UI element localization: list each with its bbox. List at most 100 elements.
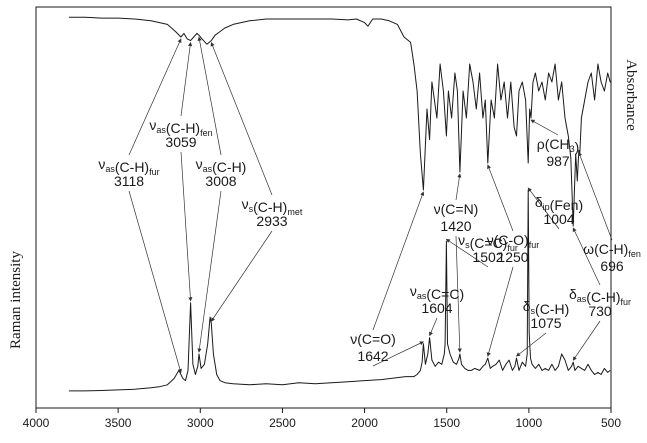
label-subscript: s: [531, 306, 536, 316]
annotation-labels: νas(C-H)fen3059νas(C-H)fur3118νas(C-H)30…: [98, 117, 640, 364]
label-text: (C-H): [586, 289, 620, 305]
annotation-arrow-raman: [455, 235, 462, 353]
annotation-arrow-raman: [197, 190, 222, 353]
label-text: (C-H): [212, 159, 246, 175]
label-text: ν: [410, 283, 417, 299]
annotation-label: νas(C-H)fen: [149, 117, 212, 138]
annotation-label: ν(C-O)fur: [487, 232, 540, 250]
annotation-arrow-raman: [372, 341, 425, 367]
annotation-label: ν(C=N): [434, 201, 479, 217]
annotation-arrow-raman: [429, 317, 438, 337]
label-text: (C=C): [426, 286, 464, 302]
annotation-arrow-ir: [455, 173, 462, 201]
label-text: ν: [350, 331, 357, 347]
annotation-value: 987: [546, 153, 570, 169]
x-tick-label: 2000: [351, 416, 378, 430]
annotation-arrow-raman: [515, 332, 547, 357]
label-subscript: s: [249, 204, 254, 214]
x-tick-label: 3500: [105, 416, 132, 430]
annotation-label: νs(C-H)met: [242, 196, 303, 217]
label-text: ν: [98, 156, 105, 172]
label-subscript: as: [417, 291, 427, 301]
annotation-label: νas(C-H)fur: [98, 156, 159, 177]
label-text: ν: [242, 196, 249, 212]
annotation-value: 1420: [440, 218, 471, 234]
annotation-value: 1604: [421, 300, 452, 316]
label-subscript: fur: [529, 240, 540, 250]
label-subscript: fur: [149, 167, 160, 177]
label-text: ω: [583, 241, 594, 257]
label-text: ν: [434, 201, 441, 217]
label-text: (C-H): [253, 199, 287, 215]
x-tick-label: 1000: [516, 416, 543, 430]
series-line-raman: [68, 189, 611, 392]
axes: 4000 3500 3000 2500 2000 1500 1000 500: [23, 6, 621, 430]
annotation-arrows: [128, 36, 613, 374]
label-subscript: as: [577, 294, 587, 304]
annotation-label: νas(C-H): [196, 156, 247, 175]
y-axis-label-left: Raman intensity: [8, 251, 24, 349]
x-tick-label: 3000: [187, 416, 214, 430]
annotation-value: 2933: [256, 213, 287, 229]
annotation-label: νas(C=C): [410, 283, 464, 302]
x-tick-label: 2500: [269, 416, 296, 430]
label-text: ): [575, 139, 580, 155]
label-text: (C=C): [470, 235, 508, 251]
annotation-arrow-raman: [128, 190, 182, 374]
label-text: ρ: [537, 136, 545, 152]
label-subscript: fur: [507, 243, 518, 253]
label-text: δ: [569, 286, 577, 302]
annotation-value: 1004: [543, 211, 574, 227]
label-text: (C=O): [357, 331, 396, 347]
series-group: [68, 16, 611, 392]
annotation-arrow-ir: [572, 227, 601, 286]
label-text: (CH: [545, 136, 570, 152]
label-subscript: fen: [628, 249, 641, 259]
annotation-label: δas(C-H)fur: [569, 286, 631, 307]
x-tick-label: 4000: [23, 416, 50, 430]
label-text: (C-H): [535, 301, 569, 317]
annotation-arrow-raman: [486, 266, 514, 357]
annotation-arrow-ir: [530, 119, 559, 136]
label-text: (C=N): [441, 201, 479, 217]
label-subscript: as: [105, 164, 115, 174]
annotation-label: δs(C-H): [523, 298, 570, 317]
annotation-arrow-raman: [572, 320, 601, 361]
series-line-ir: [68, 16, 611, 227]
annotation-arrow-ir: [180, 41, 193, 117]
annotation-label: νs(C=C)fur: [458, 232, 518, 253]
annotation-value: 3059: [165, 134, 196, 150]
annotation-label: δip(Fen): [535, 194, 583, 213]
y-axis-label-right: Absorbance: [623, 59, 639, 131]
annotation-value: 3008: [205, 173, 236, 189]
label-text: ν: [458, 232, 465, 248]
annotation-arrow-ir: [372, 191, 425, 331]
label-text: (Fen): [550, 197, 583, 213]
label-text: ν: [149, 117, 156, 133]
label-text: (C-H): [166, 120, 200, 136]
label-subscript: fen: [200, 128, 213, 138]
annotation-value: 1075: [530, 315, 561, 331]
annotation-arrow-ir: [578, 151, 613, 241]
annotation-label: ρ(CH3): [537, 136, 580, 155]
label-text: ν: [196, 156, 203, 172]
annotation-arrow-ir: [487, 164, 514, 232]
annotation-arrow-ir: [197, 36, 222, 156]
label-text: δ: [535, 194, 543, 210]
label-subscript: as: [156, 125, 166, 135]
annotation-arrow-raman: [210, 230, 273, 322]
label-subscript: s: [465, 240, 470, 250]
annotation-value: 3118: [114, 173, 144, 189]
annotation-arrow-raman: [527, 187, 560, 230]
annotation-value: 730: [588, 303, 612, 319]
label-subscript: 3: [570, 144, 575, 154]
label-subscript: ip: [543, 202, 550, 212]
label-subscript: as: [203, 164, 213, 174]
x-tick-label: 1500: [433, 416, 460, 430]
annotation-value: 1642: [357, 348, 388, 364]
annotation-arrow-raman: [445, 238, 489, 268]
annotation-label: ν(C=O): [350, 331, 396, 347]
annotation-value: 1250: [497, 249, 528, 265]
label-text: (C-H): [594, 241, 628, 257]
